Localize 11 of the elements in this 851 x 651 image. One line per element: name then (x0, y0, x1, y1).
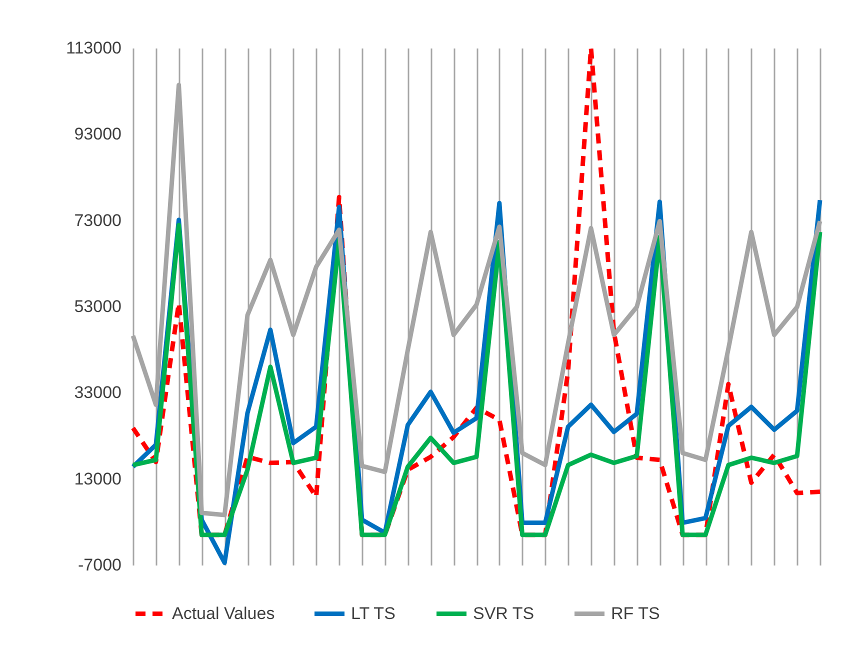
y-tick-label: 33000 (74, 383, 122, 402)
legend-label: LT TS (351, 604, 396, 623)
legend-label: SVR TS (473, 604, 534, 623)
legend-label: Actual Values (172, 604, 275, 623)
y-tick-label: -7000 (78, 556, 122, 574)
y-tick-label: 53000 (74, 297, 122, 316)
legend-label: RF TS (611, 604, 660, 623)
y-tick-label: 93000 (74, 124, 122, 144)
y-tick-label: 73000 (74, 210, 122, 230)
y-tick-label: 13000 (74, 469, 122, 488)
y-tick-label: 113000 (66, 38, 122, 58)
